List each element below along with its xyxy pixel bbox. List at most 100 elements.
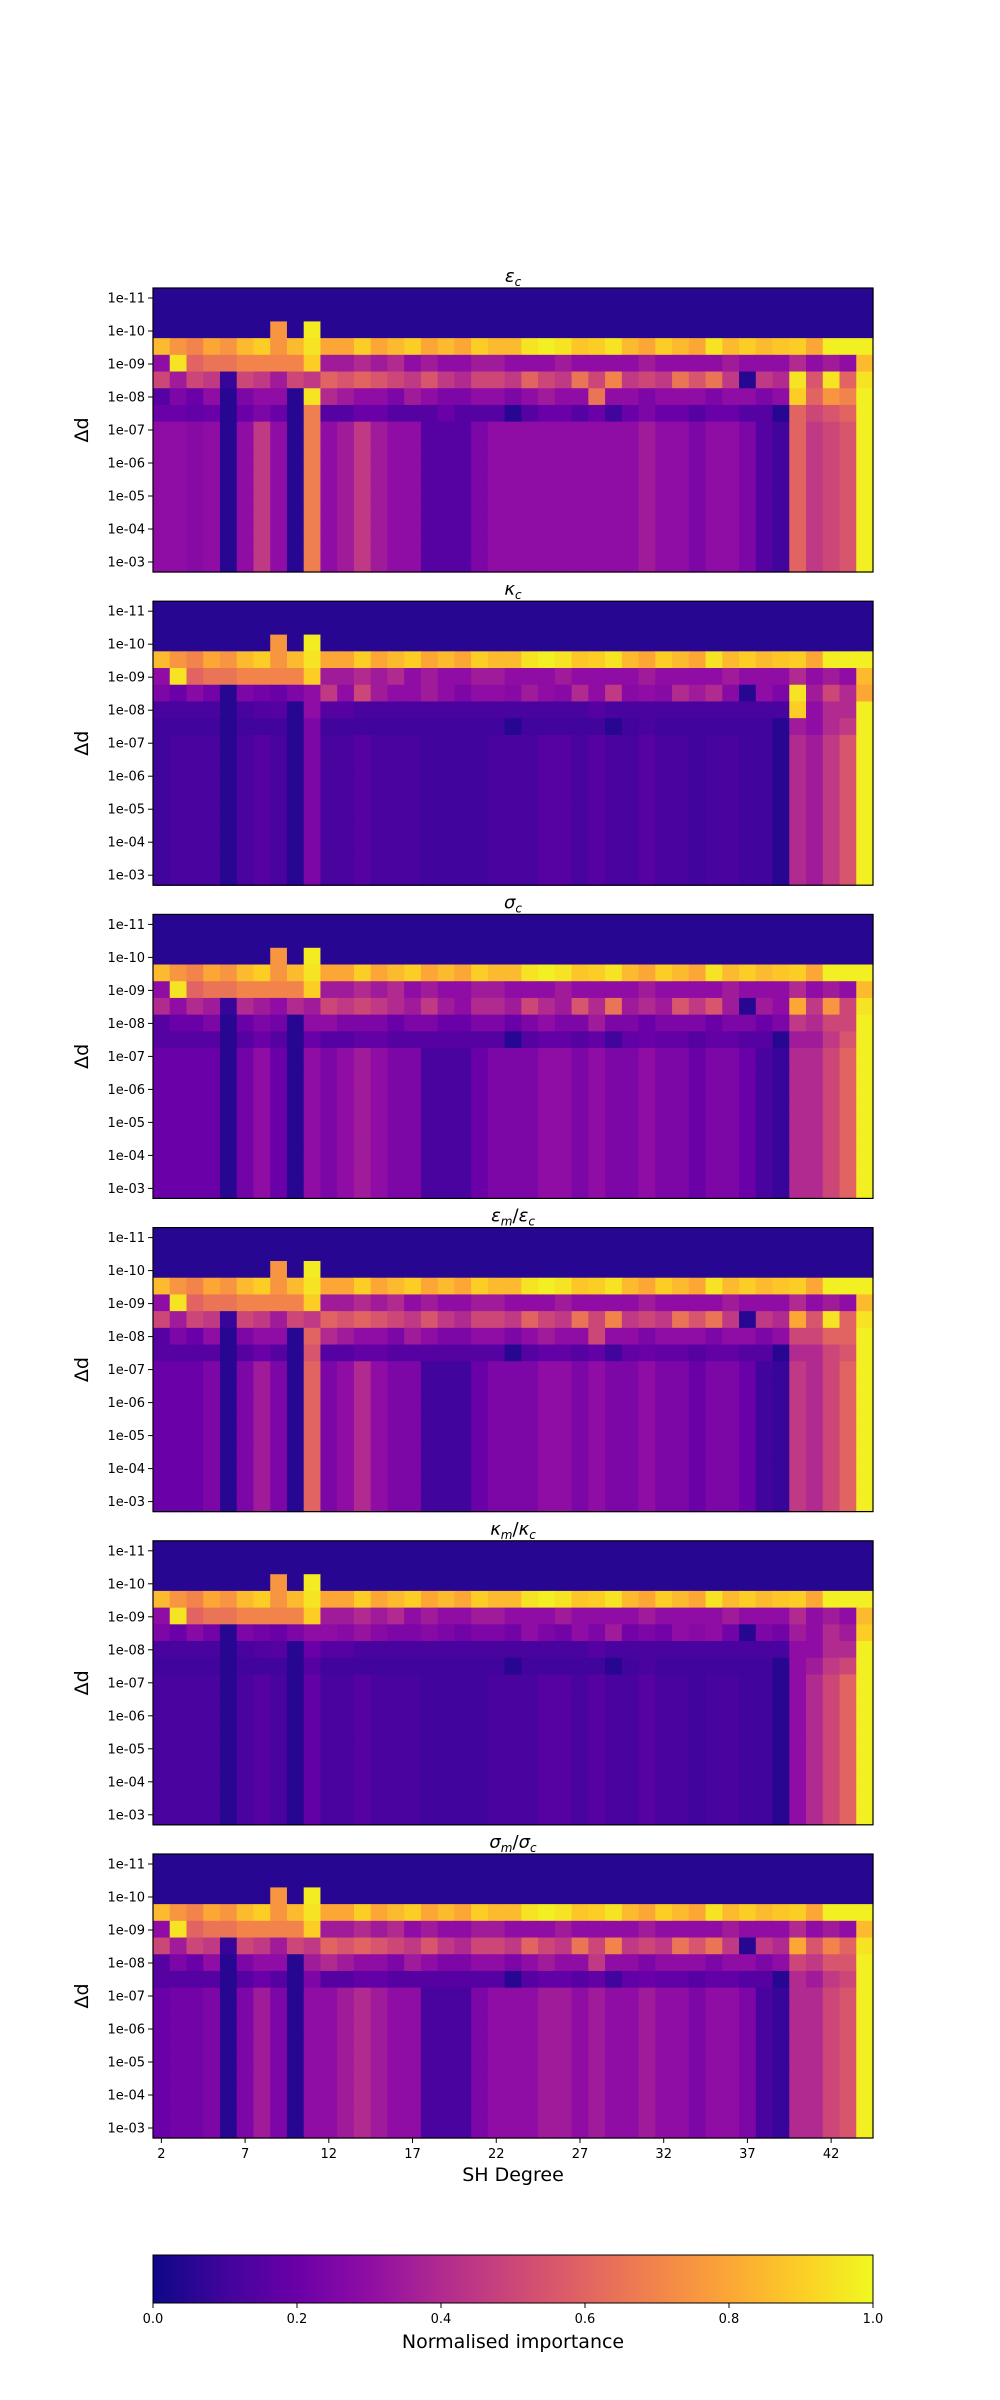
heatmap-cell bbox=[487, 1691, 506, 1709]
heatmap-cell bbox=[387, 668, 405, 686]
colorbar-gradient bbox=[152, 2254, 874, 2304]
heatmap-cell bbox=[739, 1377, 757, 1396]
heatmap-cell bbox=[387, 718, 405, 736]
heatmap-cell bbox=[638, 1294, 656, 1312]
heatmap-cell bbox=[856, 868, 874, 886]
heatmap-cell bbox=[286, 2104, 305, 2122]
heatmap-cell bbox=[471, 1557, 489, 1575]
heatmap-cell bbox=[370, 1557, 389, 1575]
y-tick-label: 1e-07 bbox=[107, 424, 145, 439]
heatmap-cell bbox=[672, 1574, 690, 1592]
heatmap-cell bbox=[672, 981, 690, 999]
heatmap-cell bbox=[487, 1428, 506, 1446]
heatmap-cell bbox=[286, 1164, 305, 1183]
heatmap-cell bbox=[370, 1987, 389, 2005]
heatmap-cell bbox=[320, 851, 338, 870]
heatmap-cell bbox=[320, 1114, 338, 1133]
heatmap-cell bbox=[588, 2071, 606, 2089]
heatmap-cell bbox=[822, 1444, 841, 1463]
heatmap-cell bbox=[521, 1674, 539, 1692]
heatmap-cell bbox=[588, 1461, 606, 1479]
heatmap-cell bbox=[722, 1624, 740, 1642]
heatmap-cell bbox=[404, 784, 422, 803]
heatmap-cell bbox=[521, 1987, 539, 2005]
heatmap-cell bbox=[856, 1937, 874, 1955]
heatmap-cell bbox=[153, 784, 171, 803]
heatmap-cell bbox=[806, 455, 824, 473]
heatmap-cell bbox=[253, 2037, 271, 2056]
heatmap-cell bbox=[605, 2121, 623, 2139]
heatmap-cell bbox=[487, 1244, 506, 1262]
heatmap-cell bbox=[320, 1444, 338, 1463]
heatmap-cell bbox=[353, 1098, 372, 1116]
heatmap-cell bbox=[454, 1904, 472, 1922]
heatmap-cell bbox=[806, 947, 824, 966]
heatmap-cell bbox=[806, 388, 824, 406]
heatmap-cell bbox=[755, 1277, 774, 1296]
heatmap-cell bbox=[638, 1361, 656, 1379]
heatmap-cell bbox=[437, 947, 455, 966]
panel-title: εm/εc bbox=[491, 1206, 535, 1229]
heatmap-cell bbox=[404, 1098, 422, 1116]
heatmap-cell bbox=[621, 1164, 640, 1183]
heatmap-cell bbox=[219, 555, 238, 573]
heatmap-cell bbox=[822, 338, 841, 356]
heatmap-cell bbox=[588, 1064, 606, 1083]
heatmap-cell bbox=[404, 2071, 422, 2089]
heatmap-cell bbox=[655, 1277, 673, 1296]
heatmap-cell bbox=[538, 304, 556, 323]
heatmap-cell bbox=[286, 651, 305, 669]
heatmap-cell bbox=[219, 1478, 238, 1496]
heatmap-cell bbox=[169, 947, 188, 966]
heatmap-cell bbox=[203, 1131, 221, 1149]
heatmap-cell bbox=[270, 1657, 288, 1676]
heatmap-cell bbox=[454, 521, 472, 540]
heatmap-cell bbox=[672, 1164, 690, 1183]
heatmap-cell bbox=[638, 555, 656, 573]
heatmap-cell bbox=[387, 2121, 405, 2139]
heatmap-cell bbox=[789, 868, 807, 886]
heatmap-cell bbox=[621, 734, 640, 753]
heatmap-cell bbox=[504, 1791, 522, 1809]
heatmap-cell bbox=[722, 1904, 740, 1922]
heatmap-cell bbox=[320, 421, 338, 439]
heatmap-cell bbox=[538, 751, 556, 769]
heatmap-cell bbox=[856, 1774, 874, 1792]
heatmap-cell bbox=[370, 1098, 389, 1116]
heatmap-cell bbox=[487, 1411, 506, 1429]
heatmap-cell bbox=[789, 784, 807, 803]
heatmap-cell bbox=[504, 1854, 522, 1872]
heatmap-cell bbox=[404, 1937, 422, 1955]
heatmap-cell bbox=[822, 1461, 841, 1479]
heatmap-cell bbox=[638, 1411, 656, 1429]
heatmap-cell bbox=[638, 404, 656, 423]
heatmap-cell bbox=[621, 2071, 640, 2089]
heatmap-cell bbox=[755, 1311, 774, 1329]
heatmap-cell bbox=[203, 1904, 221, 1922]
heatmap-cell bbox=[839, 768, 857, 786]
heatmap-cell bbox=[705, 914, 723, 932]
heatmap-cell bbox=[387, 505, 405, 523]
heatmap-cell bbox=[404, 668, 422, 686]
heatmap-cell bbox=[270, 997, 288, 1016]
heatmap-cell bbox=[504, 1757, 522, 1776]
heatmap-cell bbox=[655, 1478, 673, 1496]
heatmap-cell bbox=[538, 1428, 556, 1446]
heatmap-cell bbox=[471, 388, 489, 406]
heatmap-cell bbox=[286, 1081, 305, 1099]
heatmap-cell bbox=[320, 768, 338, 786]
heatmap-cell bbox=[638, 321, 656, 339]
heatmap-cell bbox=[554, 1411, 573, 1429]
heatmap-cell bbox=[806, 801, 824, 819]
heatmap-cell bbox=[672, 1791, 690, 1809]
heatmap-cell bbox=[487, 1808, 506, 1826]
heatmap-cell bbox=[571, 1181, 589, 1199]
heatmap-cell bbox=[739, 1590, 757, 1609]
heatmap-cell bbox=[538, 1557, 556, 1575]
heatmap-cell bbox=[420, 1724, 439, 1742]
heatmap-cell bbox=[153, 1808, 171, 1826]
heatmap-cell bbox=[822, 1361, 841, 1379]
heatmap-cell bbox=[755, 1031, 774, 1049]
heatmap-cell bbox=[705, 1114, 723, 1133]
heatmap-cell bbox=[655, 851, 673, 870]
